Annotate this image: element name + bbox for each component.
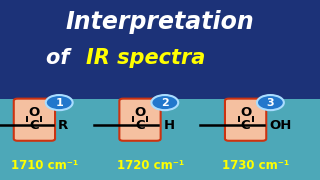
FancyBboxPatch shape — [0, 99, 320, 180]
Text: C: C — [241, 119, 251, 132]
Circle shape — [151, 95, 178, 110]
Text: C: C — [135, 119, 145, 132]
FancyBboxPatch shape — [225, 99, 266, 141]
Text: C: C — [29, 119, 39, 132]
Text: 2: 2 — [161, 98, 169, 108]
FancyBboxPatch shape — [119, 99, 161, 141]
Circle shape — [257, 95, 284, 110]
Text: 1730 cm⁻¹: 1730 cm⁻¹ — [222, 159, 290, 172]
Text: IR spectra: IR spectra — [86, 48, 206, 68]
Text: H: H — [164, 119, 175, 132]
FancyBboxPatch shape — [14, 99, 55, 141]
Text: 1710 cm⁻¹: 1710 cm⁻¹ — [11, 159, 78, 172]
Text: 1720 cm⁻¹: 1720 cm⁻¹ — [117, 159, 184, 172]
Text: O: O — [240, 106, 251, 119]
Text: 3: 3 — [267, 98, 274, 108]
Text: Interpretation: Interpretation — [66, 10, 254, 34]
FancyBboxPatch shape — [0, 0, 320, 99]
Circle shape — [46, 95, 73, 110]
Text: R: R — [58, 119, 68, 132]
Text: of: of — [46, 48, 77, 68]
Text: O: O — [29, 106, 40, 119]
Text: OH: OH — [269, 119, 292, 132]
Text: O: O — [134, 106, 146, 119]
Text: 1: 1 — [55, 98, 63, 108]
